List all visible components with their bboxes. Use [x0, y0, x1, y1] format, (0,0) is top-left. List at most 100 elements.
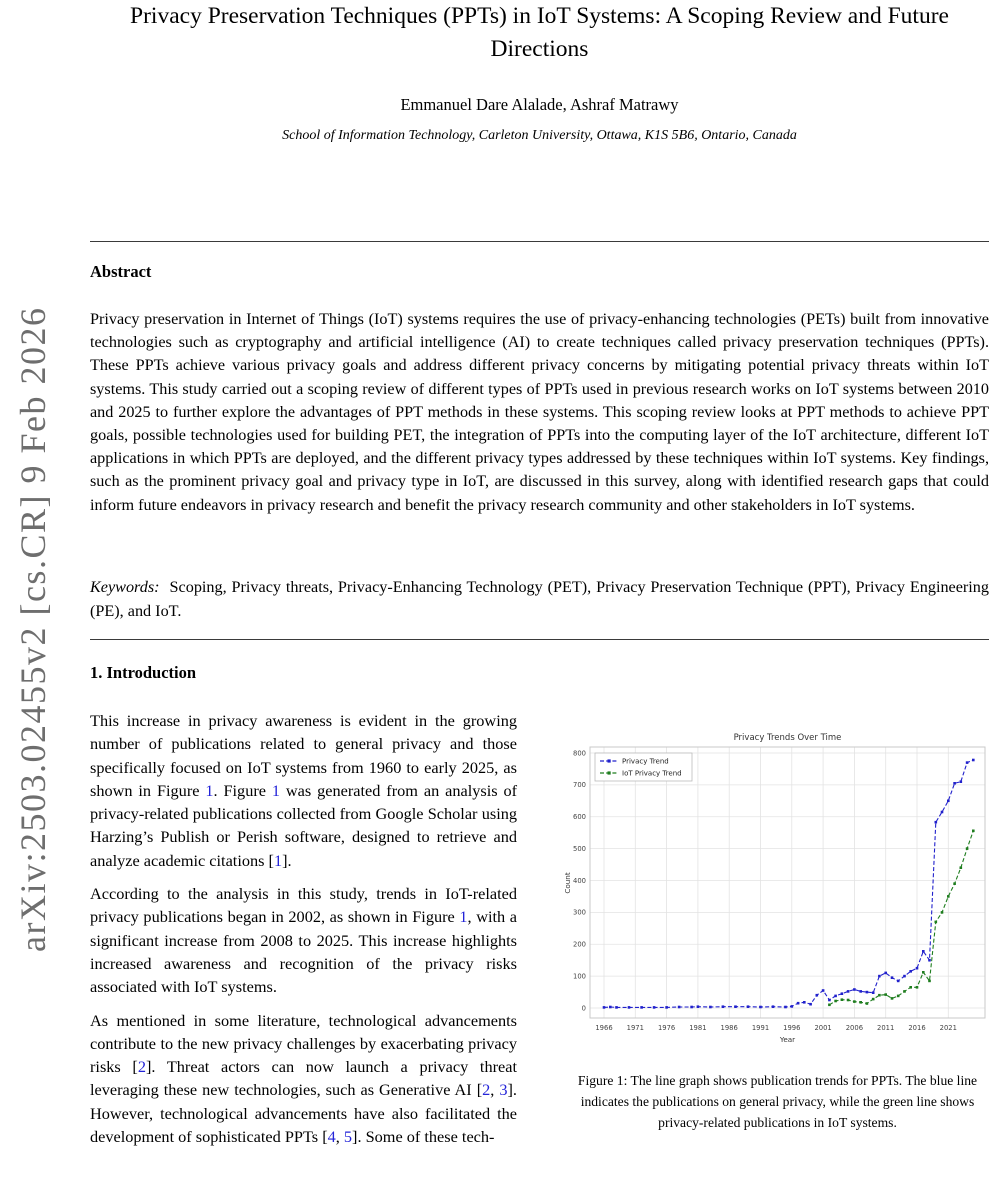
data-point-marker	[784, 1005, 787, 1009]
intro-paragraph: This increase in privacy awareness is ev…	[90, 709, 517, 872]
x-tick-label: 1966	[595, 1024, 612, 1032]
data-point-marker	[965, 761, 969, 764]
x-tick-label: 1981	[689, 1024, 706, 1032]
text-run: ].	[282, 850, 292, 870]
data-point-marker	[947, 799, 950, 803]
citation-link[interactable]: 2	[482, 1080, 491, 1100]
y-tick-label: 0	[582, 1004, 586, 1012]
x-tick-label: 2016	[908, 1024, 925, 1032]
data-point-marker	[815, 993, 819, 997]
text-run: ]. Some of these tech-	[352, 1127, 495, 1147]
data-point-marker	[903, 990, 906, 993]
intro-paragraph: As mentioned in some literature, technol…	[90, 1009, 517, 1149]
data-point-marker	[846, 998, 850, 1002]
data-point-marker	[840, 998, 844, 1001]
data-point-marker	[890, 997, 894, 1000]
data-point-marker	[871, 991, 875, 994]
citation-link[interactable]: 4	[327, 1127, 336, 1147]
y-tick-label: 300	[573, 909, 586, 917]
citation-link[interactable]: 1	[271, 780, 281, 800]
data-point-marker	[871, 997, 875, 1001]
data-point-marker	[928, 958, 931, 962]
data-point-marker	[771, 1005, 775, 1008]
x-tick-label: 2001	[814, 1024, 831, 1032]
data-point-marker	[903, 974, 906, 978]
paper-title: Privacy Preservation Techniques (PPTs) i…	[130, 3, 949, 62]
divider-bottom	[90, 639, 989, 640]
citation-link[interactable]: 1	[459, 907, 468, 927]
data-point-marker	[834, 994, 837, 998]
data-point-marker	[884, 993, 887, 996]
data-point-marker	[790, 1005, 794, 1008]
abstract-body: Privacy preservation in Internet of Thin…	[90, 310, 989, 514]
publication-trends-line-chart: 0 100 200 300 400 500 600 700 800 1966 1971 1976 198…	[562, 726, 993, 1056]
data-point-marker	[796, 1001, 800, 1005]
data-point-marker	[759, 1005, 762, 1009]
data-point-marker	[627, 1006, 631, 1009]
data-point-marker	[972, 829, 975, 833]
x-tick-label: 1996	[783, 1024, 800, 1032]
data-point-marker	[721, 1005, 725, 1008]
citation-link[interactable]: 1	[273, 850, 283, 870]
data-point-marker	[928, 979, 931, 983]
data-point-marker	[809, 1002, 812, 1006]
legend-swatch-marker	[607, 771, 611, 775]
chart-svg: 0 100 200 300 400 500 600 700 800 1966 1971 1976 198…	[562, 726, 993, 1056]
plot-frame	[589, 746, 986, 1019]
legend-entry-label: IoT Privacy Trend	[622, 769, 682, 777]
data-point-marker	[909, 986, 912, 989]
section-heading-introduction: 1. Introduction	[90, 663, 197, 682]
data-point-marker	[884, 971, 887, 975]
y-tick-label: 100	[573, 972, 586, 980]
data-point-marker	[803, 1001, 806, 1004]
x-tick-label: 1991	[752, 1024, 769, 1032]
data-point-marker	[878, 993, 881, 997]
paper-affiliation: School of Information Technology, Carlet…	[282, 128, 797, 143]
text-run: ]. Threat actors can now launch a privac…	[90, 1057, 517, 1100]
keywords-label: Keywords:	[90, 578, 160, 596]
citation-link[interactable]: 2	[137, 1057, 146, 1077]
data-point-marker	[934, 820, 938, 824]
data-point-marker	[734, 1005, 737, 1008]
data-point-marker	[896, 979, 900, 983]
data-point-marker	[709, 1005, 712, 1009]
citation-link[interactable]: 3	[499, 1080, 508, 1100]
data-point-marker	[746, 1005, 750, 1008]
citation-link[interactable]: 1	[205, 780, 214, 800]
x-axis-label: Year	[779, 1035, 795, 1044]
data-point-marker	[909, 970, 912, 973]
data-point-marker	[690, 1005, 693, 1009]
data-point-marker	[865, 990, 869, 994]
data-point-marker	[890, 976, 894, 979]
text-run: , with a significant increase from 2008 …	[90, 907, 517, 997]
arxiv-watermark: arXiv:2503.02455v2 [cs.CR] 9 Feb 2026	[13, 306, 53, 952]
text-run: ]. However, technological advancements h…	[90, 1080, 518, 1147]
figure-1: 0 100 200 300 400 500 600 700 800 1966 1971 1976 198…	[562, 726, 993, 1133]
data-point-marker	[640, 1006, 643, 1009]
text-run: was generated from an analysis of privac…	[90, 780, 518, 870]
data-point-marker	[828, 998, 831, 1002]
keywords-line: Keywords: Scoping, Privacy threats, Priva…	[90, 576, 989, 623]
data-point-marker	[677, 1005, 681, 1009]
x-tick-label: 1971	[627, 1024, 644, 1032]
data-point-marker	[947, 895, 950, 898]
citation-link[interactable]: 5	[343, 1127, 353, 1147]
data-point-marker	[665, 1006, 668, 1009]
data-point-marker	[821, 989, 825, 992]
y-tick-label: 200	[573, 941, 586, 949]
data-point-marker	[615, 1006, 618, 1009]
y-axis-label: Count	[563, 872, 572, 894]
legend-box	[594, 752, 693, 782]
x-tick-label: 2006	[846, 1024, 863, 1032]
data-point-marker	[696, 1005, 700, 1008]
x-tick-label: 1976	[658, 1024, 675, 1032]
text-run: ,	[490, 1080, 500, 1100]
data-point-marker	[834, 999, 837, 1003]
text-run: ,	[335, 1127, 344, 1147]
data-point-marker	[602, 1006, 606, 1009]
data-point-marker	[959, 780, 963, 783]
data-point-marker	[828, 1003, 831, 1007]
intro-column: This increase in privacy awareness is ev…	[90, 709, 517, 1158]
text-run: As mentioned in some literature, technol…	[90, 1010, 517, 1077]
data-point-marker	[940, 911, 944, 914]
